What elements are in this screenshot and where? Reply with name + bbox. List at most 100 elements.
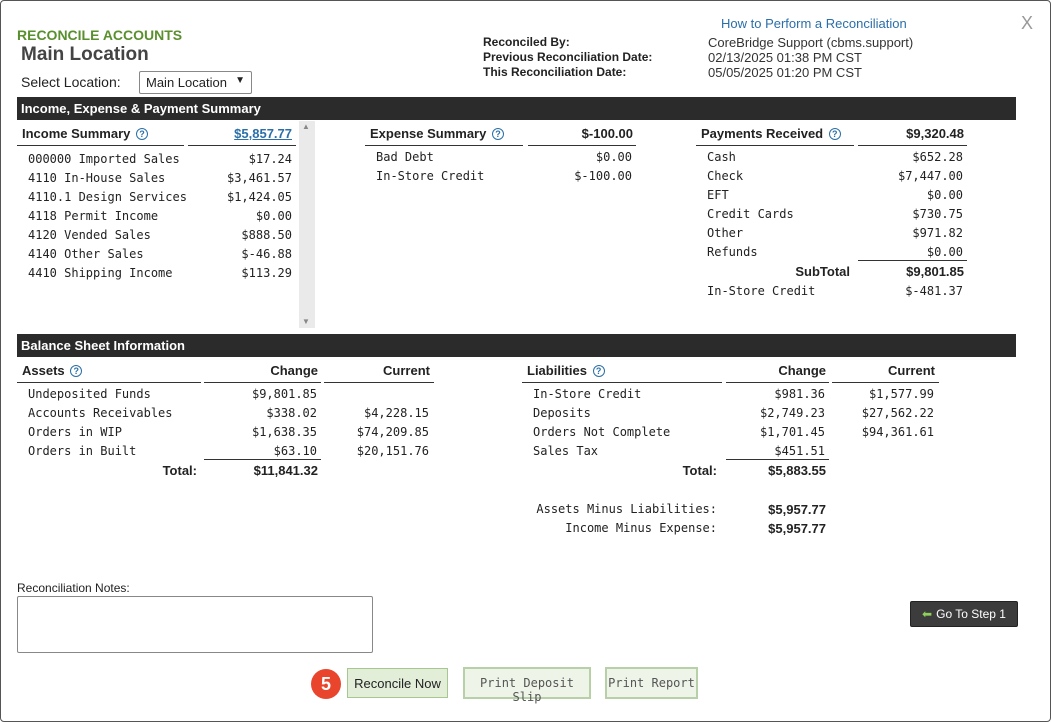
asset-row-current: $74,209.85 bbox=[356, 425, 429, 439]
help-icon[interactable]: ? bbox=[70, 365, 83, 377]
this-date-value: 05/05/2025 01:20 PM CST bbox=[708, 65, 862, 80]
liabilities-current-header: Current bbox=[888, 363, 935, 378]
income-scrollbar[interactable]: ▲ ▼ bbox=[299, 121, 315, 328]
income-total-link[interactable]: $5,857.77 bbox=[234, 126, 292, 141]
expense-row-value: $0.00 bbox=[595, 150, 632, 164]
scroll-down-icon[interactable]: ▼ bbox=[302, 317, 310, 326]
income-row-label: 4120 Vended Sales bbox=[28, 228, 151, 242]
close-icon[interactable]: X bbox=[1021, 13, 1034, 33]
liability-row-current: $94,361.61 bbox=[861, 425, 934, 439]
payment-row-value: $971.82 bbox=[912, 226, 963, 240]
balance-section-bar: Balance Sheet Information bbox=[17, 334, 1016, 357]
liability-row-current: $1,577.99 bbox=[868, 387, 934, 401]
liability-row-value: $981.36 bbox=[774, 387, 825, 401]
liability-row-label: In-Store Credit bbox=[533, 387, 642, 401]
divider bbox=[324, 382, 434, 383]
income-row-value: $888.50 bbox=[241, 228, 292, 242]
assets-change-header: Change bbox=[270, 363, 318, 378]
divider bbox=[204, 459, 321, 460]
divider bbox=[522, 382, 722, 383]
help-icon[interactable]: ? bbox=[136, 128, 148, 140]
income-summary-header: Income Summary ? bbox=[22, 126, 148, 141]
liabilities-total-label: Total: bbox=[682, 463, 717, 478]
income-row-value: $17.24 bbox=[248, 152, 292, 166]
divider bbox=[528, 145, 636, 146]
income-row-value: $113.29 bbox=[241, 266, 292, 280]
reconcile-now-button[interactable]: Reconcile Now bbox=[347, 668, 448, 698]
asset-row-label: Undeposited Funds bbox=[28, 387, 151, 401]
reconciled-by-label: Reconciled By: bbox=[483, 35, 570, 49]
income-row-label: 4410 Shipping Income bbox=[28, 266, 173, 280]
expense-summary-header: Expense Summary ? bbox=[370, 126, 504, 141]
print-deposit-slip-button[interactable]: Print Deposit Slip bbox=[463, 667, 591, 704]
payment-row-value: $652.28 bbox=[912, 150, 963, 164]
income-row-label: 4110 In-House Sales bbox=[28, 171, 166, 185]
payments-total: $9,320.48 bbox=[906, 126, 964, 141]
payment-row-label: Refunds bbox=[707, 245, 758, 259]
liability-row-value: $2,749.23 bbox=[759, 406, 825, 420]
payment-row-value: $0.00 bbox=[926, 188, 963, 202]
payments-instore-label: In-Store Credit bbox=[707, 284, 816, 298]
income-row-label: 4140 Other Sales bbox=[28, 247, 144, 261]
assets-minus-liabilities-value: $5,957.77 bbox=[768, 502, 826, 517]
divider bbox=[188, 145, 296, 146]
income-row-value: $1,424.05 bbox=[226, 190, 292, 204]
help-link[interactable]: How to Perform a Reconciliation bbox=[721, 16, 907, 31]
divider bbox=[858, 260, 967, 261]
assets-current-header: Current bbox=[383, 363, 430, 378]
notes-textarea[interactable] bbox=[17, 596, 373, 653]
payments-subtotal-label: SubTotal bbox=[795, 264, 850, 279]
asset-row-value: $1,638.35 bbox=[251, 425, 317, 439]
location-select-value: Main Location bbox=[146, 75, 227, 90]
go-to-step-1-button[interactable]: ⬅ Go To Step 1 bbox=[910, 601, 1018, 627]
this-date-label: This Reconciliation Date: bbox=[483, 65, 627, 79]
caret-down-icon: ▼ bbox=[235, 75, 245, 86]
income-row-value: $0.00 bbox=[255, 209, 292, 223]
divider bbox=[696, 145, 854, 146]
divider bbox=[17, 382, 201, 383]
payments-subtotal-value: $9,801.85 bbox=[906, 264, 964, 279]
liabilities-total-value: $5,883.55 bbox=[768, 463, 826, 478]
asset-row-label: Orders in WIP bbox=[28, 425, 122, 439]
location-select[interactable]: Main Location ▼ bbox=[139, 71, 252, 94]
page-title: Main Location bbox=[21, 44, 149, 65]
assets-total-label: Total: bbox=[162, 463, 197, 478]
payments-header: Payments Received ? bbox=[701, 126, 841, 141]
liability-row-label: Sales Tax bbox=[533, 444, 599, 458]
asset-row-label: Orders in Built bbox=[28, 444, 137, 458]
payment-row-label: Credit Cards bbox=[707, 207, 794, 221]
payments-instore-value: $-481.37 bbox=[905, 284, 963, 298]
liability-row-current: $27,562.22 bbox=[861, 406, 934, 420]
help-icon[interactable]: ? bbox=[592, 365, 605, 377]
income-row-value: $3,461.57 bbox=[226, 171, 292, 185]
payment-row-value: $0.00 bbox=[926, 245, 963, 259]
expense-total: $-100.00 bbox=[581, 126, 633, 141]
expense-row-label: In-Store Credit bbox=[376, 169, 485, 183]
divider bbox=[365, 145, 523, 146]
asset-row-current: $20,151.76 bbox=[356, 444, 429, 458]
help-icon[interactable]: ? bbox=[491, 128, 504, 140]
summary-section-bar: Income, Expense & Payment Summary bbox=[17, 97, 1016, 120]
assets-header: Assets ? bbox=[22, 363, 83, 378]
scroll-up-icon[interactable]: ▲ bbox=[302, 122, 310, 131]
help-icon[interactable]: ? bbox=[828, 128, 841, 140]
print-report-button[interactable]: Print Report bbox=[605, 667, 698, 699]
payment-row-label: Cash bbox=[707, 150, 736, 164]
liability-row-value: $1,701.45 bbox=[759, 425, 825, 439]
divider bbox=[832, 382, 939, 383]
prev-date-label: Previous Reconciliation Date: bbox=[483, 50, 653, 64]
divider bbox=[726, 459, 829, 460]
expense-row-value: $-100.00 bbox=[574, 169, 632, 183]
income-minus-expense-label: Income Minus Expense: bbox=[565, 521, 717, 535]
select-location-label: Select Location: bbox=[21, 74, 121, 90]
payment-row-label: Check bbox=[707, 169, 744, 183]
income-row-label: 4110.1 Design Services bbox=[28, 190, 187, 204]
divider bbox=[204, 382, 321, 383]
liability-row-label: Deposits bbox=[533, 406, 591, 420]
asset-row-value: $63.10 bbox=[273, 444, 317, 458]
section-title: RECONCILE ACCOUNTS bbox=[17, 27, 183, 43]
assets-minus-liabilities-label: Assets Minus Liabilities: bbox=[536, 502, 717, 516]
expense-row-label: Bad Debt bbox=[376, 150, 434, 164]
divider bbox=[858, 145, 967, 146]
